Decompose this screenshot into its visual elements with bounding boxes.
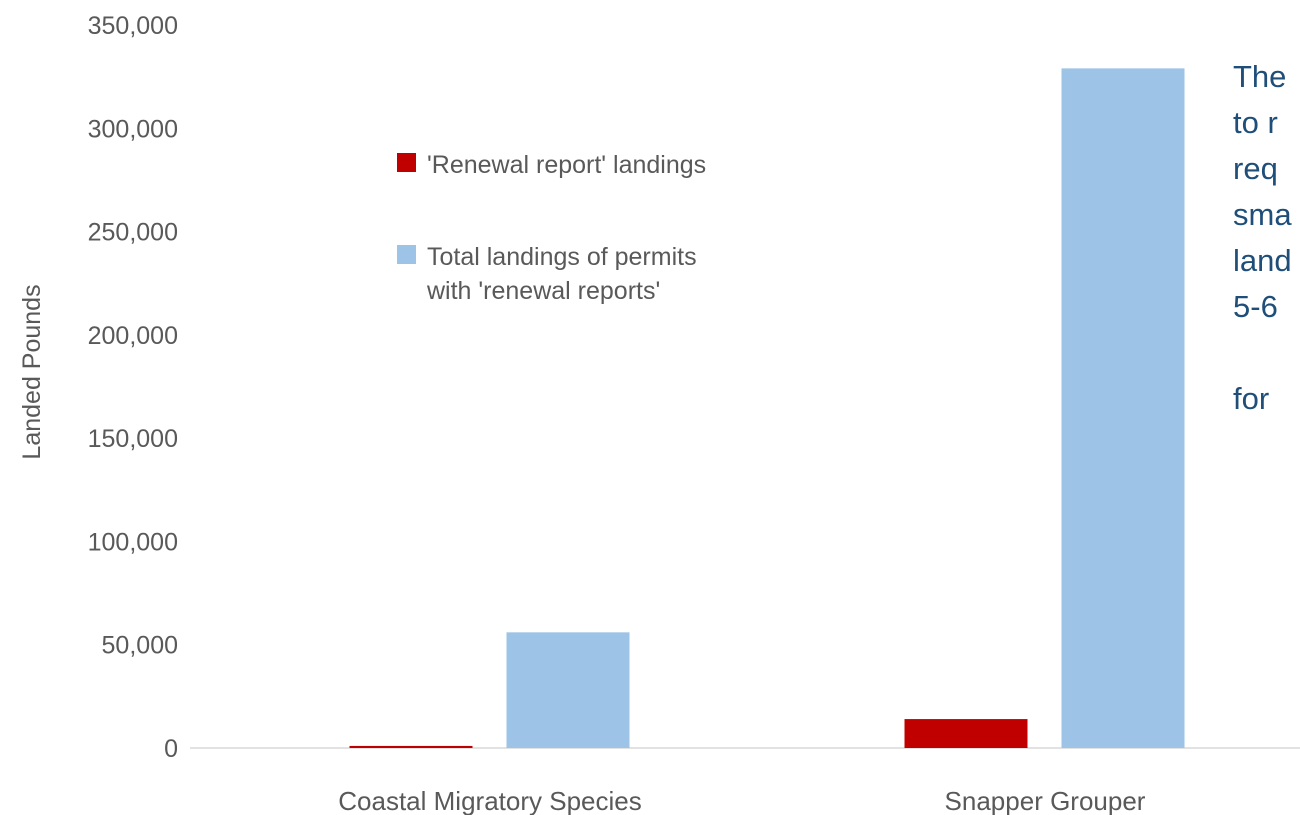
y-tick-label: 0 — [164, 735, 178, 763]
bar-renewal-report — [904, 719, 1028, 748]
x-axis-categories: Coastal Migratory Species Snapper Grouper — [338, 786, 1146, 815]
y-tick-label: 200,000 — [88, 322, 178, 350]
y-tick-label: 300,000 — [88, 115, 178, 143]
side-text-line: 5-6 — [1233, 289, 1278, 324]
legend-swatch — [397, 153, 416, 172]
legend-label: 'Renewal report' landings — [427, 151, 706, 179]
y-tick-label: 350,000 — [88, 12, 178, 40]
legend-label: Total landings of permits with 'renewal r… — [426, 243, 697, 305]
side-text-line: req — [1233, 151, 1278, 186]
y-tick-label: 100,000 — [88, 528, 178, 556]
side-text-line: The — [1233, 59, 1286, 94]
x-category-label: Coastal Migratory Species — [338, 786, 641, 815]
y-tick-label: 50,000 — [102, 632, 178, 660]
y-tick-label: 150,000 — [88, 425, 178, 453]
legend: 'Renewal report' landings Total landings … — [397, 151, 706, 305]
x-category-label: Snapper Grouper — [945, 786, 1146, 815]
y-tick-label: 250,000 — [88, 219, 178, 247]
side-text-line: to r — [1233, 105, 1278, 140]
bar-renewal-report — [349, 745, 473, 748]
bar-total-landings — [506, 632, 630, 748]
bar-total-landings — [1061, 68, 1185, 748]
y-axis-title: Landed Pounds — [18, 284, 46, 459]
side-text-line: for — [1233, 381, 1269, 416]
bars — [349, 68, 1185, 748]
side-annotation-text: The to r req sma land 5-6 for — [1233, 59, 1292, 416]
side-text-line: sma — [1233, 197, 1292, 232]
legend-swatch — [397, 245, 416, 264]
side-text-line: land — [1233, 243, 1292, 278]
y-axis-ticks: 0 50,000 100,000 150,000 200,000 250,000 300,0… — [88, 12, 178, 763]
